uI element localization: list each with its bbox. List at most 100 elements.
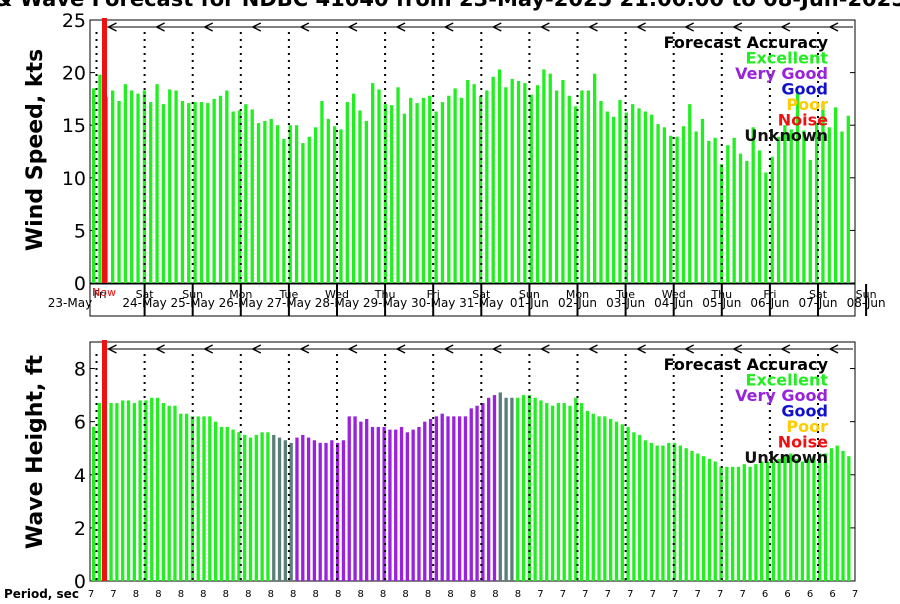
data-bar: [678, 445, 683, 581]
legend-item: Excellent: [746, 49, 829, 68]
data-bar: [190, 416, 195, 581]
period-value: 6: [784, 589, 790, 600]
data-bar: [320, 101, 324, 283]
time-arrow-head: [204, 22, 214, 32]
legend-item: Noise: [778, 433, 828, 452]
data-bar: [370, 426, 375, 581]
data-bar: [115, 403, 119, 581]
data-bar: [713, 137, 717, 283]
data-bar: [550, 405, 555, 581]
period-value: 7: [672, 589, 678, 600]
period-value: 8: [402, 589, 408, 600]
period-value: 7: [88, 589, 94, 600]
data-bar: [288, 125, 292, 283]
period-value: 6: [762, 589, 768, 600]
time-arrow-head: [252, 22, 262, 32]
data-bar: [618, 99, 622, 284]
data-bar: [504, 87, 508, 283]
time-arrow-head: [733, 22, 743, 32]
time-arrow-head: [541, 22, 550, 32]
period-value: 8: [245, 589, 251, 600]
data-bar: [167, 405, 171, 581]
data-bar: [840, 131, 844, 283]
data-bar: [579, 403, 584, 581]
period-value: 7: [717, 589, 723, 600]
period-value: 8: [515, 589, 521, 600]
data-bar: [231, 111, 235, 283]
data-bar: [609, 419, 613, 581]
data-bar: [754, 464, 758, 581]
time-arrow-head: [541, 344, 550, 354]
data-bar: [423, 421, 427, 581]
data-bar: [313, 127, 318, 283]
time-arrow-head: [492, 344, 502, 354]
time-arrow-head: [396, 344, 406, 354]
data-bar: [523, 83, 527, 284]
data-bar: [478, 95, 483, 283]
data-bar: [591, 413, 595, 581]
data-bar: [638, 434, 642, 581]
data-bar: [294, 125, 299, 283]
data-bar: [275, 125, 280, 283]
data-bar: [529, 94, 533, 283]
data-bar: [161, 403, 166, 581]
data-bar: [428, 95, 432, 283]
data-bar: [376, 426, 380, 581]
data-bar: [324, 442, 328, 581]
data-bar: [345, 102, 349, 283]
time-arrow-head: [396, 22, 406, 32]
data-bar: [332, 126, 337, 283]
legend-item: Noise: [778, 111, 828, 130]
data-bar: [173, 405, 177, 581]
wave-height-axis-label: Wave Height, ft: [23, 354, 48, 549]
data-bar: [377, 89, 381, 283]
time-arrow-head: [300, 344, 310, 354]
data-bar: [98, 74, 102, 283]
legend-item: Good: [781, 80, 828, 99]
data-bar: [835, 445, 839, 581]
data-bar: [726, 145, 730, 283]
data-bar: [672, 442, 677, 581]
data-bar: [481, 403, 485, 581]
period-row: 7 7 8 8 8 8 8 8 8 8 8 8 8 8 8 8 8 8 8 8 7 7 7 7 7 7 7 7 7 7 6 6 6 6 7: [88, 589, 858, 600]
period-value: 8: [268, 589, 274, 600]
data-bar: [592, 73, 597, 283]
time-arrow-head: [589, 344, 598, 354]
data-bar: [111, 90, 115, 283]
data-bar: [516, 397, 520, 581]
wind-speed-panel: 0 5 10 15 20 25 Forecast AccuracyExcellentVery…: [62, 10, 856, 295]
data-bar: [829, 448, 834, 581]
data-bar: [757, 150, 762, 283]
data-bar: [341, 440, 346, 581]
period-value: 8: [470, 589, 476, 600]
time-arrow-head: [300, 22, 310, 32]
data-bar: [428, 419, 433, 581]
data-bar: [168, 89, 172, 283]
time-arrow-head: [156, 22, 165, 32]
data-bar: [567, 95, 571, 283]
data-bar: [562, 403, 566, 581]
data-bar: [396, 87, 400, 283]
data-bar: [637, 108, 641, 283]
data-bar: [208, 416, 212, 581]
data-bar: [434, 416, 439, 581]
data-bar: [263, 120, 267, 283]
data-bar: [700, 118, 705, 283]
legend-item: Unknown: [744, 126, 828, 145]
data-bar: [643, 111, 648, 283]
data-bar: [655, 445, 659, 581]
period-value: 6: [807, 589, 813, 600]
data-bar: [662, 127, 667, 283]
data-bar: [585, 411, 590, 581]
time-arrow-head: [733, 344, 743, 354]
data-bar: [573, 106, 578, 283]
wind-speed-axis-label: Wind Speed, kts: [23, 49, 48, 251]
data-bar: [459, 97, 464, 284]
legend-item: Unknown: [744, 448, 828, 467]
y-tick-label: 0: [74, 571, 86, 593]
data-bar: [394, 429, 398, 581]
data-bar: [597, 416, 601, 581]
